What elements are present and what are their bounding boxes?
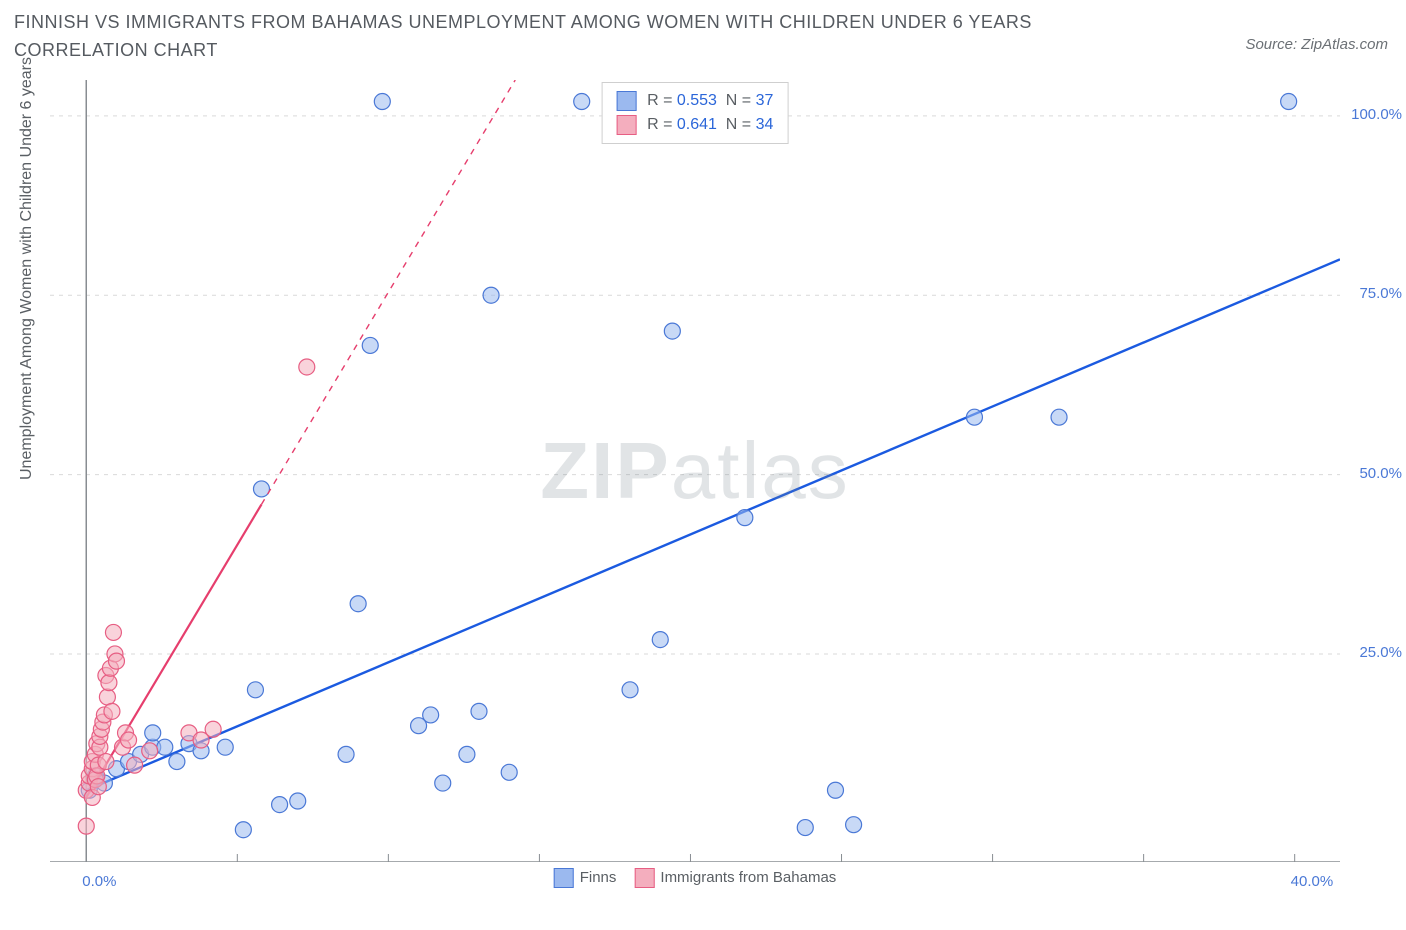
legend-item: Finns	[554, 868, 617, 888]
x-tick-label: 0.0%	[82, 873, 116, 890]
source-credit: Source: ZipAtlas.com	[1245, 36, 1388, 53]
plot-area: ZIPatlas R = 0.553 N = 37 R = 0.641 N = …	[50, 80, 1340, 862]
legend-item: Immigrants from Bahamas	[634, 868, 836, 888]
chart-title: FINNISH VS IMMIGRANTS FROM BAHAMAS UNEMP…	[14, 8, 1114, 64]
watermark: ZIPatlas	[540, 425, 849, 517]
y-tick-label: 100.0%	[1351, 106, 1402, 123]
y-axis-label: Unemployment Among Women with Children U…	[18, 57, 36, 480]
y-tick-label: 75.0%	[1359, 285, 1402, 302]
y-tick-label: 50.0%	[1359, 465, 1402, 482]
stats-legend: R = 0.553 N = 37 R = 0.641 N = 34	[602, 82, 789, 144]
y-tick-label: 25.0%	[1359, 644, 1402, 661]
x-tick-label: 40.0%	[1291, 873, 1334, 890]
series-legend: Finns Immigrants from Bahamas	[554, 868, 837, 888]
